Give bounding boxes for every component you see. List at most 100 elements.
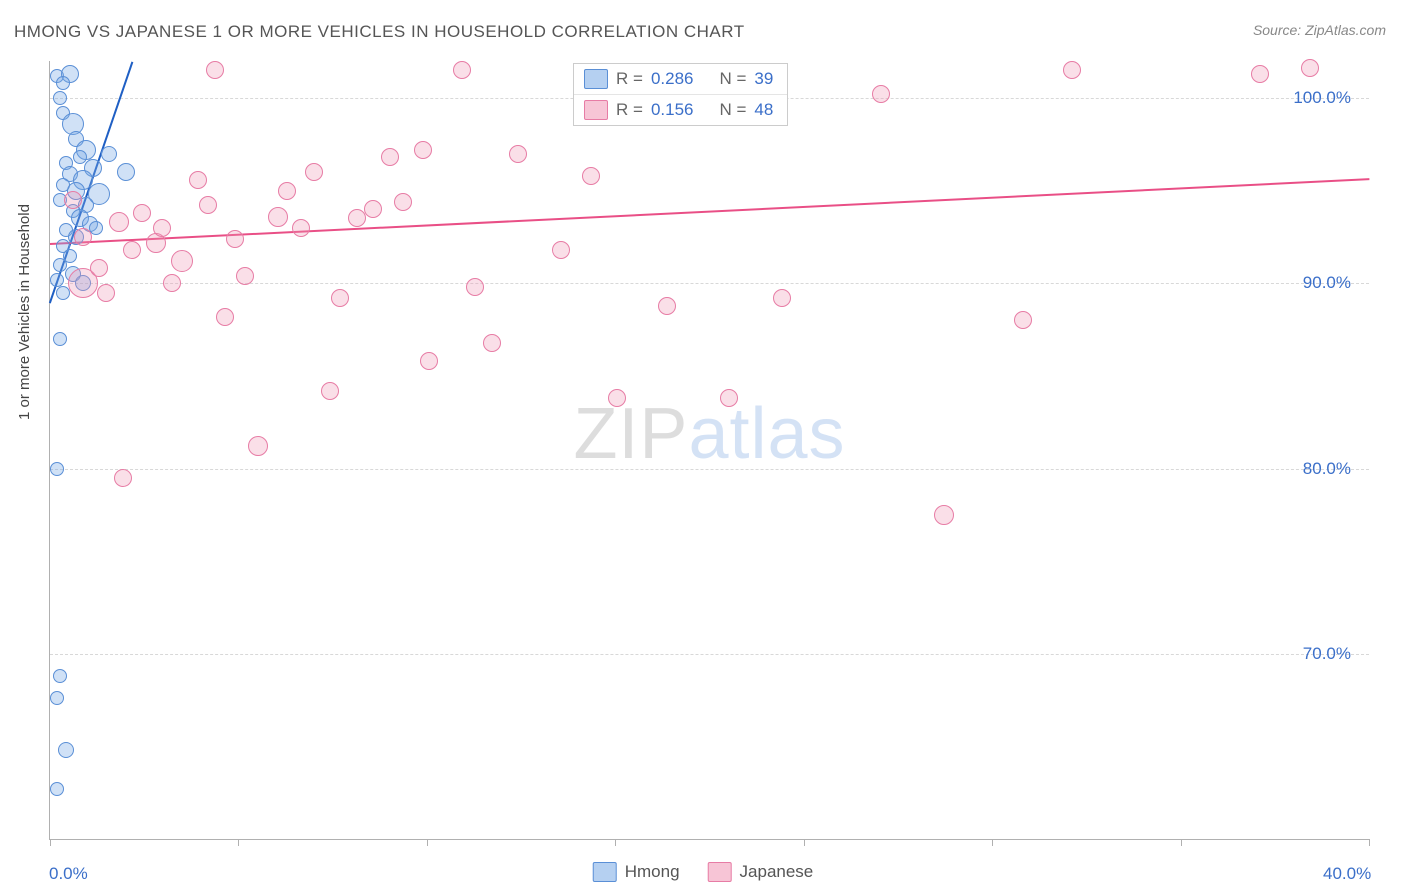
data-point xyxy=(236,267,254,285)
series-legend: Hmong Japanese xyxy=(593,862,814,882)
data-point xyxy=(1251,65,1269,83)
legend-item-hmong: Hmong xyxy=(593,862,680,882)
data-point xyxy=(268,207,288,227)
r-label: R = xyxy=(616,100,643,120)
data-point xyxy=(248,436,268,456)
watermark-atlas: atlas xyxy=(688,394,845,474)
data-point xyxy=(64,191,82,209)
data-point xyxy=(1301,59,1319,77)
correlation-legend-row-hmong: R = 0.286 N = 39 xyxy=(574,64,787,94)
data-point xyxy=(348,209,366,227)
data-point xyxy=(133,204,151,222)
x-tick-label: 40.0% xyxy=(1323,864,1371,884)
data-point xyxy=(658,297,676,315)
data-point xyxy=(163,274,181,292)
data-point xyxy=(216,308,234,326)
data-point xyxy=(1014,311,1032,329)
chart-container: HMONG VS JAPANESE 1 OR MORE VEHICLES IN … xyxy=(0,0,1406,892)
y-tick-label: 90.0% xyxy=(1303,273,1351,293)
swatch-blue-icon xyxy=(593,862,617,882)
data-point xyxy=(109,212,129,232)
data-point xyxy=(278,182,296,200)
x-tick xyxy=(1369,839,1370,846)
data-point xyxy=(292,219,310,237)
r-value-hmong: 0.286 xyxy=(651,69,694,89)
r-label: R = xyxy=(616,69,643,89)
data-point xyxy=(872,85,890,103)
data-point xyxy=(189,171,207,189)
y-tick-label: 100.0% xyxy=(1293,88,1351,108)
data-point xyxy=(608,389,626,407)
data-point xyxy=(321,382,339,400)
y-tick-label: 80.0% xyxy=(1303,459,1351,479)
data-point xyxy=(171,250,193,272)
data-point xyxy=(53,258,67,272)
data-point xyxy=(381,148,399,166)
data-point xyxy=(101,146,117,162)
trend-line-japanese xyxy=(50,178,1369,245)
n-value-japanese: 48 xyxy=(754,100,773,120)
data-point xyxy=(53,332,67,346)
data-point xyxy=(414,141,432,159)
y-tick-label: 70.0% xyxy=(1303,644,1351,664)
x-tick xyxy=(804,839,805,846)
data-point xyxy=(552,241,570,259)
n-label: N = xyxy=(719,69,746,89)
data-point xyxy=(466,278,484,296)
legend-item-japanese: Japanese xyxy=(708,862,814,882)
data-point xyxy=(420,352,438,370)
data-point xyxy=(50,782,64,796)
data-point xyxy=(53,669,67,683)
data-point xyxy=(50,691,64,705)
data-point xyxy=(56,76,70,90)
correlation-legend: R = 0.286 N = 39 R = 0.156 N = 48 xyxy=(573,63,788,126)
data-point xyxy=(90,259,108,277)
legend-label-hmong: Hmong xyxy=(625,862,680,882)
source-label: Source: ZipAtlas.com xyxy=(1253,22,1386,38)
gridline xyxy=(50,654,1369,655)
gridline xyxy=(50,469,1369,470)
data-point xyxy=(582,167,600,185)
data-point xyxy=(394,193,412,211)
x-tick-label: 0.0% xyxy=(49,864,88,884)
data-point xyxy=(74,228,92,246)
swatch-blue-icon xyxy=(584,69,608,89)
y-axis-label: 1 or more Vehicles in Household xyxy=(16,204,33,420)
data-point xyxy=(97,284,115,302)
data-point xyxy=(331,289,349,307)
watermark-zip: ZIP xyxy=(573,394,688,474)
x-tick xyxy=(615,839,616,846)
data-point xyxy=(305,163,323,181)
data-point xyxy=(50,462,64,476)
data-point xyxy=(453,61,471,79)
x-tick xyxy=(50,839,51,846)
data-point xyxy=(114,469,132,487)
data-point xyxy=(1063,61,1081,79)
data-point xyxy=(206,61,224,79)
data-point xyxy=(934,505,954,525)
data-point xyxy=(53,91,67,105)
chart-title: HMONG VS JAPANESE 1 OR MORE VEHICLES IN … xyxy=(14,22,745,42)
swatch-pink-icon xyxy=(584,100,608,120)
legend-label-japanese: Japanese xyxy=(740,862,814,882)
data-point xyxy=(199,196,217,214)
n-value-hmong: 39 xyxy=(754,69,773,89)
data-point xyxy=(226,230,244,248)
plot-area: ZIPatlas xyxy=(49,61,1369,840)
x-tick xyxy=(992,839,993,846)
data-point xyxy=(509,145,527,163)
r-value-japanese: 0.156 xyxy=(651,100,694,120)
swatch-pink-icon xyxy=(708,862,732,882)
data-point xyxy=(153,219,171,237)
data-point xyxy=(720,389,738,407)
x-tick xyxy=(1181,839,1182,846)
n-label: N = xyxy=(719,100,746,120)
correlation-legend-row-japanese: R = 0.156 N = 48 xyxy=(574,94,787,125)
data-point xyxy=(117,163,135,181)
data-point xyxy=(58,742,74,758)
data-point xyxy=(773,289,791,307)
data-point xyxy=(483,334,501,352)
x-tick xyxy=(427,839,428,846)
data-point xyxy=(123,241,141,259)
data-point xyxy=(364,200,382,218)
